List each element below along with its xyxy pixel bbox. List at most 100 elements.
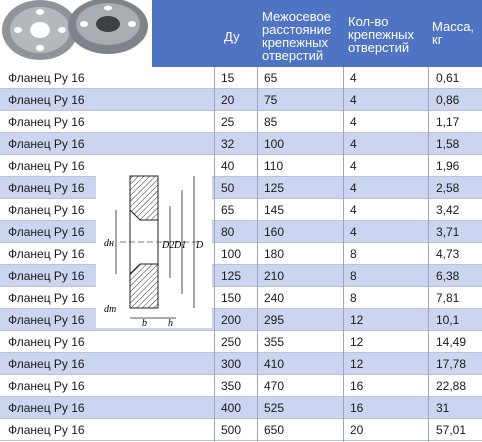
- dy-cell: 65: [221, 203, 235, 217]
- dy-cell: 500: [221, 423, 242, 437]
- dy-cell: 250: [221, 335, 242, 349]
- product-name-cell: Фланец Ру 16: [8, 247, 85, 261]
- product-name-cell: Фланец Ру 16: [8, 159, 85, 173]
- dy-cell: 50: [221, 181, 235, 195]
- mass-cell: 22,88: [436, 379, 467, 393]
- distance-cell: 295: [264, 313, 285, 327]
- distance-cell: 355: [264, 335, 285, 349]
- dy-cell: 15: [221, 71, 235, 85]
- count-cell: 16: [350, 401, 364, 415]
- label-d2: D2: [161, 240, 174, 251]
- row-divider: [0, 352, 482, 353]
- distance-cell: 240: [264, 291, 285, 305]
- row-divider: [0, 154, 482, 155]
- distance-cell: 410: [264, 357, 285, 371]
- table-row: Фланец Ру 16 100 180 8 4,73: [0, 243, 482, 265]
- row-divider: [0, 176, 482, 177]
- dy-cell: 20: [221, 93, 235, 107]
- distance-cell: 650: [264, 423, 285, 437]
- product-name-cell: Фланец Ру 16: [8, 93, 85, 107]
- count-cell: 4: [350, 203, 357, 217]
- row-divider: [0, 132, 482, 133]
- table-row: Фланец Ру 16 25 85 4 1,17: [0, 111, 482, 133]
- count-cell: 12: [350, 313, 364, 327]
- dy-cell: 25: [221, 115, 235, 129]
- distance-cell: 85: [264, 115, 278, 129]
- product-name-cell: Фланец Ру 16: [8, 313, 85, 327]
- mass-cell: 0,86: [436, 93, 460, 107]
- header-distance: Межосевое расстояние крепежных отверстий: [262, 9, 332, 63]
- table-row: Фланец Ру 16 150 240 8 7,81: [0, 287, 482, 309]
- count-cell: 8: [350, 269, 357, 283]
- product-name-cell: Фланец Ру 16: [8, 71, 85, 85]
- row-divider: [0, 88, 482, 89]
- label-d: D: [195, 240, 204, 251]
- column-divider: [214, 67, 215, 442]
- distance-cell: 100: [264, 137, 285, 151]
- product-name-cell: Фланец Ру 16: [8, 291, 85, 305]
- distance-cell: 210: [264, 269, 285, 283]
- mass-cell: 2,58: [436, 181, 460, 195]
- count-cell: 4: [350, 93, 357, 107]
- label-dn: dн: [104, 238, 114, 249]
- distance-cell: 180: [264, 247, 285, 261]
- distance-cell: 470: [264, 379, 285, 393]
- product-name-cell: Фланец Ру 16: [8, 357, 85, 371]
- mass-cell: 7,81: [436, 291, 460, 305]
- row-divider: [0, 440, 482, 441]
- dy-cell: 300: [221, 357, 242, 371]
- distance-cell: 145: [264, 203, 285, 217]
- count-cell: 4: [350, 115, 357, 129]
- mass-cell: 3,71: [436, 225, 460, 239]
- header-mass: Масса, кг: [432, 19, 475, 47]
- distance-cell: 75: [264, 93, 278, 107]
- dy-cell: 40: [221, 159, 235, 173]
- label-d1: D1: [173, 240, 186, 251]
- table-row: Фланец Ру 16 50 125 4 2,58: [0, 177, 482, 199]
- row-divider: [0, 286, 482, 287]
- row-divider: [0, 374, 482, 375]
- count-cell: 16: [350, 379, 364, 393]
- label-b: b: [142, 318, 147, 328]
- mass-cell: 10,1: [436, 313, 460, 327]
- table-row: Фланец Ру 16 15 65 4 0,61: [0, 67, 482, 89]
- mass-cell: 31: [436, 401, 450, 415]
- dy-cell: 125: [221, 269, 242, 283]
- dy-cell: 150: [221, 291, 242, 305]
- count-cell: 4: [350, 71, 357, 85]
- column-divider: [428, 67, 429, 442]
- table-row: Фланец Ру 16 350 470 16 22,88: [0, 375, 482, 397]
- table-row: Фланец Ру 16 65 145 4 3,42: [0, 199, 482, 221]
- product-name-cell: Фланец Ру 16: [8, 225, 85, 239]
- table-row: Фланец Ру 16 32 100 4 1,58: [0, 133, 482, 155]
- count-cell: 20: [350, 423, 364, 437]
- mass-cell: 4,73: [436, 247, 460, 261]
- mass-cell: 14,49: [436, 335, 467, 349]
- row-divider: [0, 242, 482, 243]
- flange-drawing: dн D2 D1 D dm b h: [96, 156, 212, 329]
- product-name-cell: Фланец Ру 16: [8, 379, 85, 393]
- product-name-cell: Фланец Ру 16: [8, 115, 85, 129]
- table-row: Фланец Ру 16 125 210 8 6,38: [0, 265, 482, 287]
- table-row: Фланец Ру 16 500 650 20 57,01: [0, 419, 482, 441]
- product-name-cell: Фланец Ру 16: [8, 335, 85, 349]
- dy-cell: 400: [221, 401, 242, 415]
- mass-cell: 1,58: [436, 137, 460, 151]
- dy-cell: 350: [221, 379, 242, 393]
- mass-cell: 0,61: [436, 71, 460, 85]
- distance-cell: 110: [264, 159, 284, 173]
- count-cell: 8: [350, 291, 357, 305]
- dy-cell: 80: [221, 225, 235, 239]
- count-cell: 8: [350, 247, 357, 261]
- table-row: Фланец Ру 16 300 410 12 17,78: [0, 353, 482, 375]
- product-name-cell: Фланец Ру 16: [8, 423, 85, 437]
- count-cell: 4: [350, 225, 357, 239]
- count-cell: 12: [350, 357, 364, 371]
- mass-cell: 6,38: [436, 269, 460, 283]
- mass-cell: 1,17: [436, 115, 460, 129]
- table-row: Фланец Ру 16 80 160 4 3,71: [0, 221, 482, 243]
- mass-cell: 57,01: [436, 423, 467, 437]
- count-cell: 12: [350, 335, 364, 349]
- count-cell: 4: [350, 137, 357, 151]
- dy-cell: 100: [221, 247, 242, 261]
